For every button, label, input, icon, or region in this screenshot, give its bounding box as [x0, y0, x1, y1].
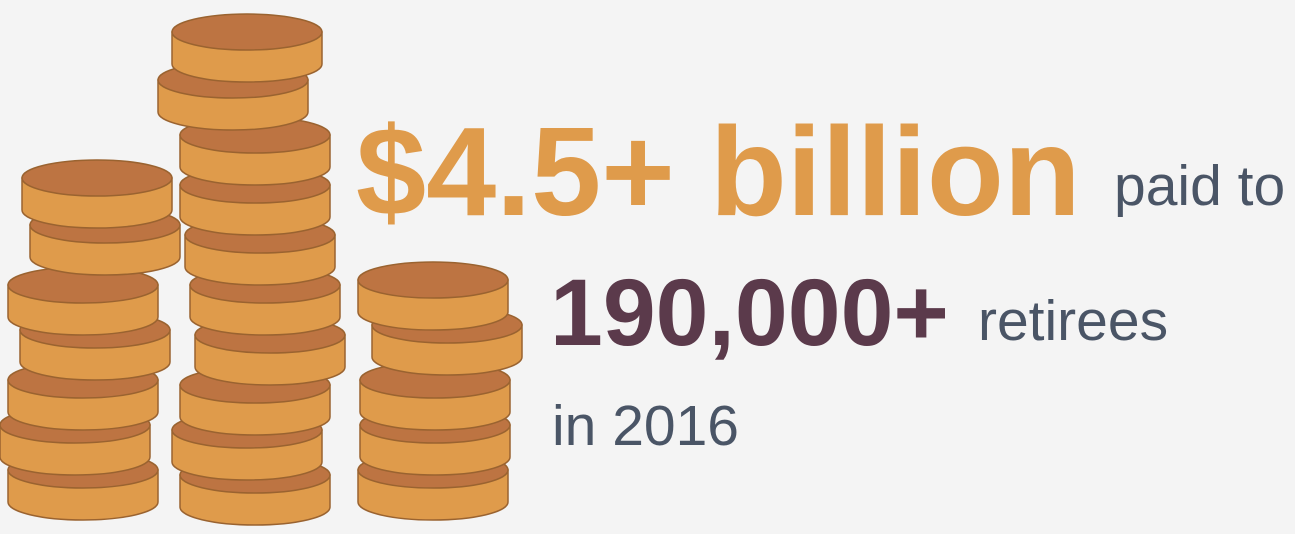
coin — [7, 266, 159, 336]
period: in 2016 — [552, 394, 739, 458]
count-suffix: retirees — [978, 289, 1168, 353]
count: 190,000+ — [550, 260, 949, 366]
amount-suffix: paid to — [1114, 154, 1285, 218]
coin — [357, 261, 509, 331]
coin-stack-right — [357, 261, 523, 521]
coin-stack-left — [0, 159, 181, 521]
coin — [21, 159, 173, 229]
amount: $4.5+ billion — [356, 101, 1081, 242]
coin — [171, 13, 323, 83]
